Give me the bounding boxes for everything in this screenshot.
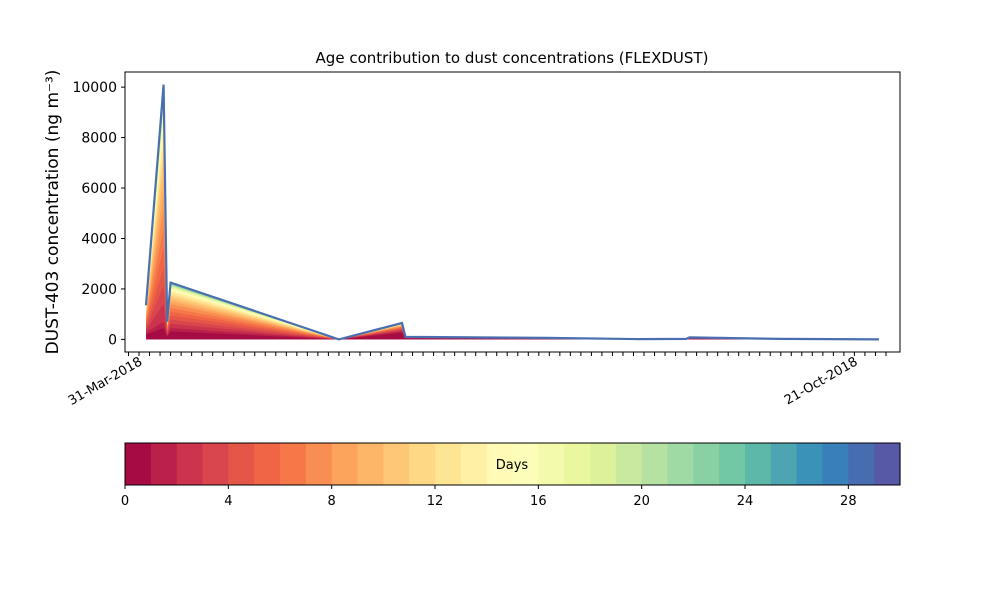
- colorbar-cell: [874, 443, 901, 485]
- colorbar-cell: [150, 443, 178, 485]
- y-axis-label: DUST-403 concentration (ng m⁻³): [43, 70, 63, 355]
- age-layer-day-13: [146, 135, 879, 340]
- colorbar-cell: [590, 443, 617, 485]
- age-layer-day-16: [146, 115, 879, 340]
- age-layer-day-27: [146, 86, 879, 340]
- colorbar-cell: [667, 443, 694, 485]
- colorbar: Days 0 4 8 12 16 20 24 28: [121, 442, 901, 509]
- colorbar-cell: [615, 443, 643, 485]
- y-tick-label: 6000: [81, 181, 117, 197]
- colorbar-cell: [176, 443, 204, 485]
- y-tick-label: 10000: [72, 80, 117, 96]
- age-layer-day-22: [146, 92, 879, 340]
- age-layer-day-21: [146, 95, 879, 340]
- colorbar-cell: [796, 443, 824, 485]
- colorbar-cells: [125, 443, 901, 485]
- colorbar-cell: [228, 443, 255, 485]
- y-tick-label: 8000: [81, 131, 117, 147]
- age-layer-day-5: [146, 268, 879, 340]
- age-layer-day-29: [146, 85, 879, 340]
- colorbar-cell: [383, 443, 410, 485]
- colorbar-cell: [460, 443, 488, 485]
- y-tick-label: 0: [108, 332, 117, 348]
- colorbar-tick-label: 12: [427, 494, 444, 509]
- age-layers: [144, 84, 880, 341]
- colorbar-cell: [564, 443, 591, 485]
- colorbar-cell: [254, 443, 281, 485]
- plot-area: 0 2000 4000 6000 8000 10000 31-Mar-2018 21-Oct…: [66, 71, 901, 409]
- plot-frame: [124, 71, 901, 353]
- age-layer-day-15: [146, 120, 879, 340]
- x-tick-label: 31-Mar-2018: [66, 354, 145, 408]
- colorbar-cell: [848, 443, 875, 485]
- age-layer-day-1: [146, 327, 879, 340]
- colorbar-cell: [719, 443, 746, 485]
- colorbar-cell: [770, 443, 798, 485]
- x-axis-ticks: 31-Mar-2018 21-Oct-2018: [66, 352, 887, 409]
- age-layer-day-19: [146, 101, 879, 340]
- x-tick-label: 21-Oct-2018: [782, 354, 860, 408]
- age-layer-day-20: [146, 98, 879, 340]
- colorbar-tick-label: 20: [633, 494, 650, 509]
- age-layer-day-14: [146, 125, 879, 340]
- y-tick-label: 2000: [81, 282, 117, 298]
- age-layer-day-17: [146, 110, 879, 340]
- colorbar-cell: [435, 443, 462, 485]
- age-layer-day-28: [146, 85, 879, 340]
- age-layer-day-30: [146, 84, 879, 340]
- colorbar-cell: [745, 443, 772, 485]
- chart-title: Age contribution to dust concentrations …: [316, 49, 709, 67]
- y-tick-label: 4000: [81, 231, 117, 247]
- colorbar-cell: [305, 443, 333, 485]
- y-axis-ticks: 0 2000 4000 6000 8000 10000: [72, 80, 125, 348]
- colorbar-cell: [641, 443, 669, 485]
- age-layer-day-25: [146, 88, 879, 340]
- colorbar-tick-label: 28: [840, 494, 857, 509]
- colorbar-cell: [693, 443, 720, 485]
- age-layer-day-26: [146, 87, 879, 340]
- colorbar-tick-label: 4: [224, 494, 232, 509]
- colorbar-label: Days: [496, 458, 529, 473]
- colorbar-frame: [124, 442, 901, 486]
- colorbar-cell: [822, 443, 849, 485]
- colorbar-cell: [538, 443, 565, 485]
- colorbar-ticks: 0 4 8 12 16 20 24 28: [121, 485, 857, 509]
- colorbar-tick-label: 0: [121, 494, 129, 509]
- colorbar-cell: [125, 443, 152, 485]
- age-layer-day-18: [146, 105, 879, 340]
- age-layer-day-23: [146, 91, 879, 340]
- colorbar-tick-label: 16: [530, 494, 547, 509]
- colorbar-cell: [357, 443, 384, 485]
- colorbar-cell: [280, 443, 307, 485]
- colorbar-cell: [409, 443, 436, 485]
- total-concentration-line: [144, 84, 880, 341]
- colorbar-cell: [486, 443, 514, 485]
- colorbar-tick-label: 24: [737, 494, 754, 509]
- age-layer-day-24: [146, 89, 879, 340]
- colorbar-cell: [202, 443, 229, 485]
- colorbar-tick-label: 8: [328, 494, 336, 509]
- colorbar-cell: [331, 443, 359, 485]
- colorbar-cell: [512, 443, 539, 485]
